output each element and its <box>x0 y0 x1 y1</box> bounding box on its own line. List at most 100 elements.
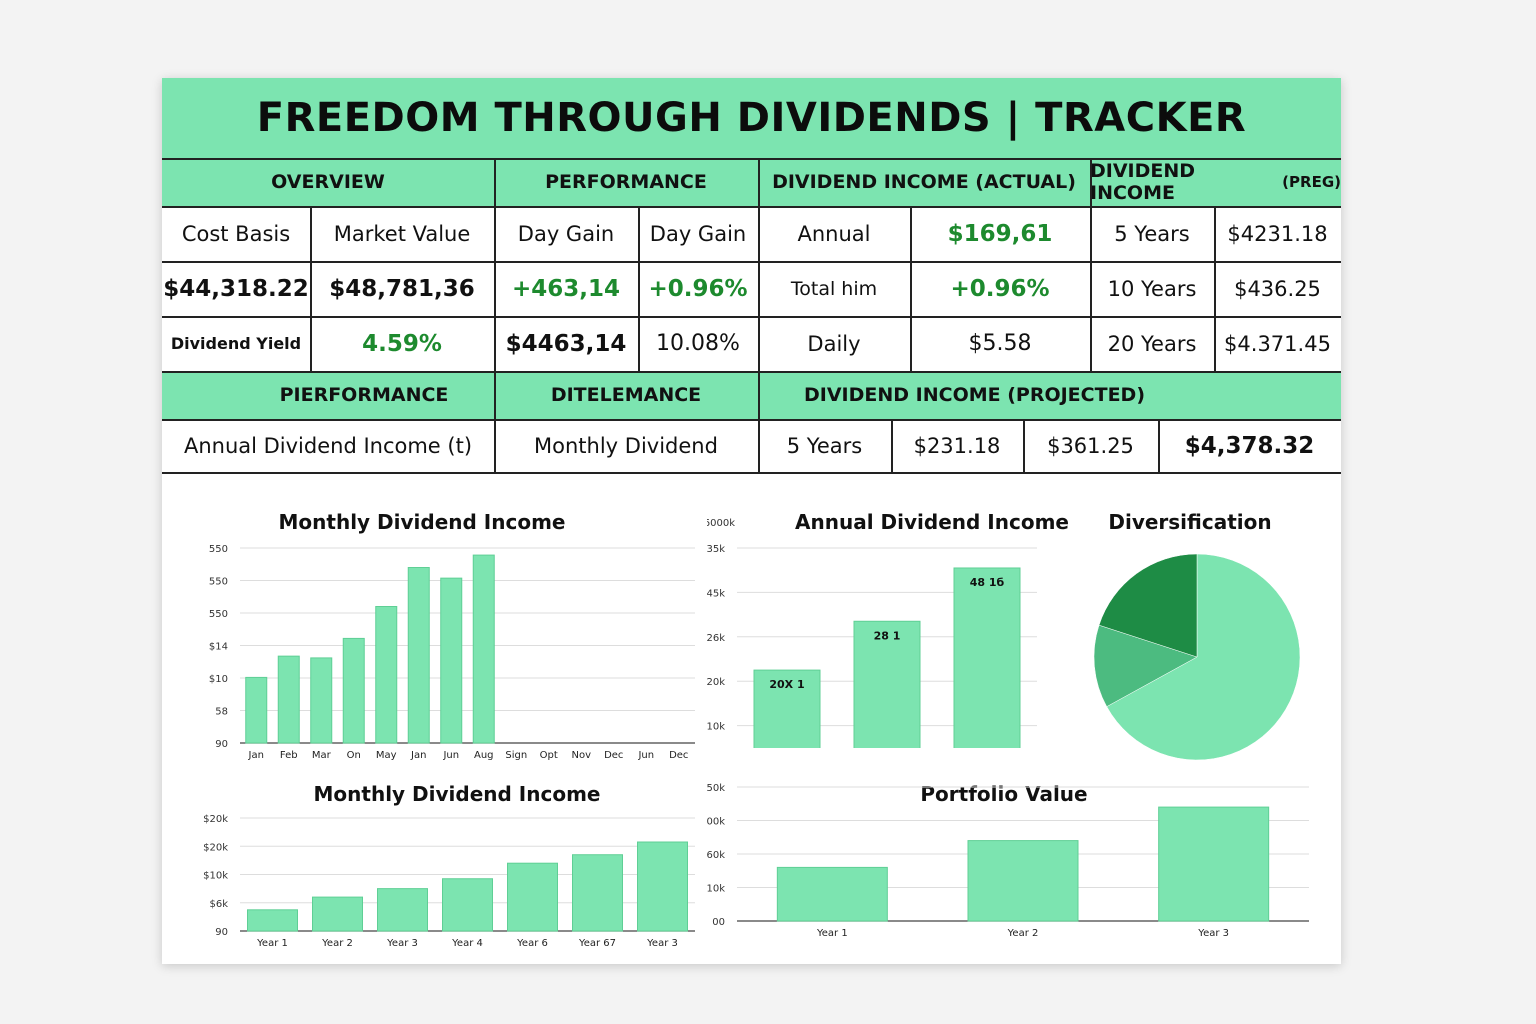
bar <box>572 854 623 932</box>
cost-basis-label: Cost Basis <box>181 221 291 246</box>
x-tick-label: Jan <box>248 750 264 761</box>
bar <box>407 567 430 744</box>
projected-value-1: $231.18 <box>913 434 1001 458</box>
dividend-yield-value: 4.59% <box>362 330 442 357</box>
header-ditelemance: DITELEMANCE <box>494 371 758 419</box>
y-tick-label: $14 <box>209 642 228 653</box>
y-tick-label: 90 <box>215 739 228 750</box>
x-tick-label: Jun <box>442 750 459 761</box>
grid-line <box>758 158 760 472</box>
bar <box>342 637 365 744</box>
data-label: 28 1 <box>874 629 901 642</box>
preg-10y-label: 10 Years <box>1107 276 1197 301</box>
market-value-value: $48,781,36 <box>329 275 475 302</box>
day-gain-pct: +0.96% <box>648 275 748 302</box>
x-tick-label: Year 3 <box>386 938 418 949</box>
x-tick-label: Mar <box>312 750 332 761</box>
x-tick-label: Jan <box>410 750 426 761</box>
grid-line <box>494 158 496 472</box>
y-tick-label: $50k <box>707 783 725 794</box>
bar <box>1158 806 1270 922</box>
grid-line <box>1158 419 1160 472</box>
data-label: 48 1б <box>970 576 1005 589</box>
bar <box>753 669 821 748</box>
grid-line <box>162 316 1341 318</box>
portfolio-value-chart: 00 $10k $60k 500k $50k Year 1 Year 2 Year 3 <box>707 783 1309 939</box>
total-gain-value: $4463,14 <box>505 330 627 357</box>
y-axis-top-label: 6000k <box>707 518 735 529</box>
grid-line <box>162 261 1341 263</box>
chart-monthly2-title: Monthly Dividend Income <box>313 782 601 806</box>
cost-basis-value: $44,318.22 <box>163 275 309 302</box>
x-tick-label: Opt <box>540 750 558 761</box>
preg-20y-label: 20 Years <box>1107 331 1197 356</box>
bar <box>375 606 398 744</box>
grid-line <box>162 419 1341 421</box>
chart-diversification-title: Diversification <box>1108 510 1272 534</box>
bar <box>442 878 493 932</box>
bar <box>312 896 363 932</box>
x-tick-label: Year 4 <box>451 938 483 949</box>
x-tick-label: Sign <box>505 750 527 761</box>
chart-annual-title: Annual Dividend Income <box>795 510 1069 534</box>
grid-line <box>162 158 1341 160</box>
grid-line <box>162 206 1341 208</box>
annual-label: Annual <box>797 221 871 246</box>
grid-line <box>1214 206 1216 371</box>
daily-label: Daily <box>807 331 861 356</box>
projected-value-2: $361.25 <box>1047 434 1134 458</box>
x-tick-label: Year 1 <box>256 938 288 949</box>
y-tick-label: 550 <box>209 609 228 620</box>
grid-line <box>638 206 640 371</box>
bar <box>247 909 298 932</box>
x-tick-label: Year 67 <box>578 938 616 949</box>
market-value-label: Market Value <box>333 221 471 246</box>
total-gain-pct: 10.08% <box>656 331 740 356</box>
grid-line <box>162 472 1341 474</box>
x-tick-label: Dec <box>604 750 623 761</box>
bar <box>776 866 888 922</box>
preg-5y-value: $4231.18 <box>1227 221 1328 246</box>
y-tick-label: $60k <box>707 850 725 861</box>
preg-5y-label: 5 Years <box>1114 221 1190 246</box>
x-tick-label: Nov <box>571 750 591 761</box>
header-dividend-preg-main: DIVIDEND INCOME <box>1090 160 1196 204</box>
page-title: FREEDOM THROUGH DIVIDENDS | TRACKER <box>162 78 1341 158</box>
x-tick-label: Year 2 <box>1007 928 1039 939</box>
y-tick-label: 45k <box>707 588 725 599</box>
y-tick-label: 550 <box>209 577 228 588</box>
pie-slice <box>1106 553 1301 761</box>
y-tick-label: $10k <box>203 871 228 882</box>
pie-slice <box>1098 553 1198 658</box>
y-tick-label: 58 <box>215 707 228 718</box>
bar <box>440 577 463 744</box>
daily-value: $5.58 <box>968 331 1032 356</box>
preg-20y-value: $4.371.45 <box>1224 331 1331 356</box>
bar <box>310 657 333 744</box>
y-tick-label: $20k <box>203 842 228 853</box>
dividend-yield-label: Dividend Yield <box>170 334 302 353</box>
chart-monthly-title: Monthly Dividend Income <box>278 510 566 534</box>
annual-dividend-chart: 0010k20k26k45k35k6000kYear 120X 115 Year… <box>707 518 1037 748</box>
y-tick-label: 00 <box>712 917 725 928</box>
day-gain-pct-label: Day Gain <box>649 221 747 246</box>
grid-line <box>310 206 312 371</box>
x-tick-label: Year 3 <box>1197 928 1229 939</box>
projected-years-label: 5 Years <box>786 434 863 458</box>
y-tick-label: 35k <box>707 544 725 555</box>
diversification-chart <box>1093 553 1301 761</box>
total-value: +0.96% <box>950 275 1050 302</box>
data-label: 20X 1 <box>769 678 804 691</box>
preg-10y-value: $436.25 <box>1234 276 1321 301</box>
y-tick-label: 550 <box>209 544 228 555</box>
bar <box>245 676 268 744</box>
bar <box>637 841 688 932</box>
header-pierformance: PIERFORMANCE <box>162 371 494 419</box>
y-tick-label: 20k <box>707 677 725 688</box>
pie-slice <box>1093 624 1198 707</box>
x-tick-label: Aug <box>474 750 494 761</box>
y-tick-label: $6k <box>209 899 228 910</box>
x-tick-label: On <box>347 750 361 761</box>
header-performance: PERFORMANCE <box>494 158 758 206</box>
y-tick-label: 90 <box>215 927 228 938</box>
